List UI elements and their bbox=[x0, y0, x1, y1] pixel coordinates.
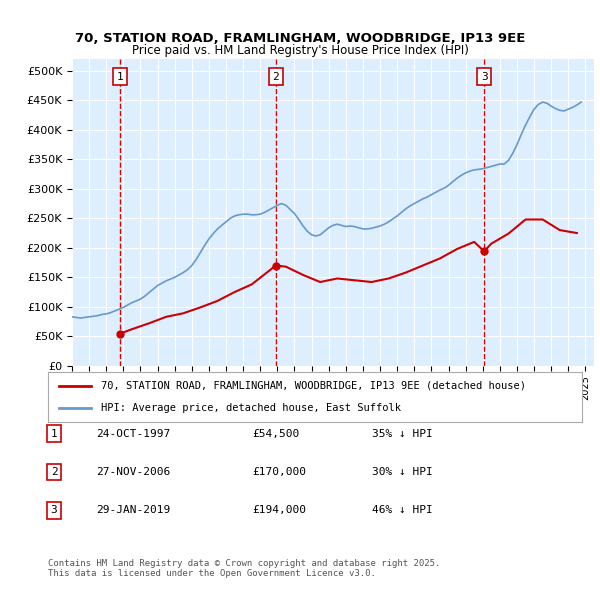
Text: 24-OCT-1997: 24-OCT-1997 bbox=[96, 429, 170, 438]
Text: 46% ↓ HPI: 46% ↓ HPI bbox=[372, 506, 433, 515]
Text: 3: 3 bbox=[50, 506, 58, 515]
Text: 35% ↓ HPI: 35% ↓ HPI bbox=[372, 429, 433, 438]
Text: 3: 3 bbox=[481, 72, 487, 81]
Text: Price paid vs. HM Land Registry's House Price Index (HPI): Price paid vs. HM Land Registry's House … bbox=[131, 44, 469, 57]
Text: HPI: Average price, detached house, East Suffolk: HPI: Average price, detached house, East… bbox=[101, 403, 401, 413]
Text: 30% ↓ HPI: 30% ↓ HPI bbox=[372, 467, 433, 477]
Text: £194,000: £194,000 bbox=[252, 506, 306, 515]
Text: 70, STATION ROAD, FRAMLINGHAM, WOODBRIDGE, IP13 9EE: 70, STATION ROAD, FRAMLINGHAM, WOODBRIDG… bbox=[75, 32, 525, 45]
Text: 2: 2 bbox=[272, 72, 279, 81]
Text: 1: 1 bbox=[117, 72, 124, 81]
Text: £170,000: £170,000 bbox=[252, 467, 306, 477]
Text: 27-NOV-2006: 27-NOV-2006 bbox=[96, 467, 170, 477]
Text: £54,500: £54,500 bbox=[252, 429, 299, 438]
Text: 70, STATION ROAD, FRAMLINGHAM, WOODBRIDGE, IP13 9EE (detached house): 70, STATION ROAD, FRAMLINGHAM, WOODBRIDG… bbox=[101, 381, 526, 391]
Text: 29-JAN-2019: 29-JAN-2019 bbox=[96, 506, 170, 515]
Text: 1: 1 bbox=[50, 429, 58, 438]
Text: Contains HM Land Registry data © Crown copyright and database right 2025.
This d: Contains HM Land Registry data © Crown c… bbox=[48, 559, 440, 578]
Text: 2: 2 bbox=[50, 467, 58, 477]
